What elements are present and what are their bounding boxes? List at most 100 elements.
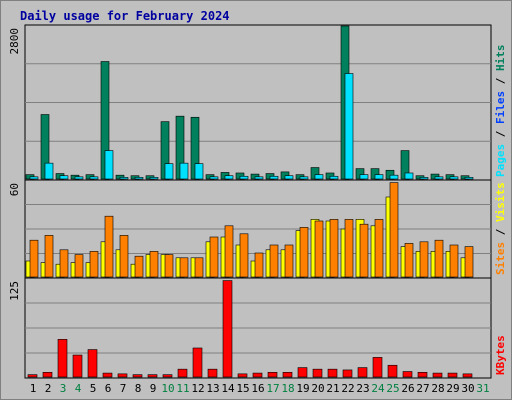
bar-pages-day-12: [194, 163, 204, 180]
bar-sites-day-14: [224, 225, 234, 278]
bar-sites-day-15: [239, 233, 249, 278]
legend-item-files: Files: [494, 91, 507, 124]
bar-kbytes-day-19: [297, 367, 308, 378]
bar-kbytes-day-8: [132, 374, 143, 378]
bar-sites-day-26: [404, 243, 414, 278]
day-label-4: 4: [75, 382, 82, 395]
day-label-21: 21: [326, 382, 339, 395]
bar-sites-day-3: [59, 249, 69, 278]
bar-pages-day-26: [404, 172, 414, 180]
legend-item-hits: Hits: [494, 45, 507, 72]
bar-sites-day-18: [284, 244, 294, 278]
day-label-16: 16: [251, 382, 264, 395]
bar-sites-day-21: [329, 219, 339, 278]
bar-pages-day-10: [164, 163, 174, 180]
bar-kbytes-day-5: [87, 349, 98, 378]
bar-sites-day-5: [89, 251, 99, 278]
bar-kbytes-day-4: [72, 354, 83, 378]
bar-sites-day-17: [269, 244, 279, 278]
bar-kbytes-day-15: [237, 373, 248, 378]
day-label-6: 6: [105, 382, 112, 395]
day-label-3: 3: [60, 382, 67, 395]
bar-sites-day-11: [179, 257, 189, 278]
bar-kbytes-day-22: [342, 369, 353, 378]
bar-sites-day-19: [299, 227, 309, 278]
day-label-15: 15: [236, 382, 249, 395]
bar-pages-day-27: [419, 177, 429, 180]
day-label-24: 24: [371, 382, 385, 395]
bar-sites-day-10: [164, 254, 174, 278]
bar-pages-day-23: [359, 174, 369, 180]
bar-kbytes-day-30: [462, 373, 473, 378]
day-label-7: 7: [120, 382, 127, 395]
day-label-2: 2: [45, 382, 52, 395]
bar-kbytes-day-26: [402, 371, 413, 378]
bar-kbytes-day-28: [432, 372, 443, 378]
legend-item-visits: Visits: [494, 182, 507, 222]
bar-pages-day-7: [119, 177, 129, 180]
bar-pages-day-29: [449, 176, 459, 180]
day-label-25: 25: [386, 382, 399, 395]
day-label-14: 14: [221, 382, 235, 395]
day-label-20: 20: [311, 382, 324, 395]
bar-kbytes-day-10: [162, 374, 173, 378]
bar-pages-day-11: [179, 162, 189, 180]
bar-sites-day-16: [254, 252, 264, 278]
legend-item-kbytes: KBytes: [494, 335, 507, 375]
bar-kbytes-day-16: [252, 372, 263, 378]
bar-kbytes-day-7: [117, 373, 128, 378]
legend-item-sites: Sites: [494, 242, 507, 275]
day-label-31: 31: [476, 382, 489, 395]
bar-pages-day-14: [224, 175, 234, 180]
panel-visits-sites: [25, 182, 474, 278]
bar-kbytes-day-13: [207, 368, 218, 378]
legend-kbytes: KBytes: [494, 335, 507, 375]
ymax-label-kbytes: 125: [8, 281, 21, 301]
day-label-9: 9: [150, 382, 157, 395]
legend-separator: /: [494, 222, 507, 242]
day-label-5: 5: [90, 382, 97, 395]
bar-sites-day-25: [389, 182, 399, 278]
bar-kbytes-day-11: [177, 368, 188, 378]
day-label-10: 10: [161, 382, 174, 395]
bar-kbytes-day-23: [357, 367, 368, 378]
panel-kbytes: [27, 280, 473, 378]
bar-pages-day-3: [59, 175, 69, 180]
day-label-1: 1: [30, 382, 37, 395]
legend-separator: /: [494, 71, 507, 91]
legend-item-pages: Pages: [494, 144, 507, 177]
legend-hits-files-pages: Pages / Files / Hits: [494, 45, 507, 178]
bar-pages-day-17: [269, 175, 279, 180]
bar-pages-day-22: [344, 73, 354, 180]
bar-sites-day-6: [104, 215, 114, 278]
bar-sites-day-4: [74, 254, 84, 278]
bar-kbytes-day-14: [222, 280, 233, 378]
bar-kbytes-day-3: [57, 339, 68, 378]
bar-sites-day-27: [419, 241, 429, 278]
day-label-27: 27: [416, 382, 429, 395]
bar-pages-day-9: [149, 177, 159, 180]
bar-pages-day-16: [254, 176, 264, 180]
bar-pages-day-13: [209, 176, 219, 180]
bar-pages-day-20: [314, 174, 324, 180]
bar-kbytes-day-21: [327, 368, 338, 378]
bar-sites-day-20: [314, 220, 324, 278]
bar-pages-day-24: [374, 174, 384, 180]
day-label-29: 29: [446, 382, 459, 395]
bar-pages-day-6: [104, 150, 114, 180]
bar-kbytes-day-25: [387, 364, 398, 378]
bar-sites-day-7: [119, 235, 129, 278]
bar-sites-day-13: [209, 236, 219, 278]
bar-sites-day-28: [434, 239, 444, 278]
bar-pages-day-28: [434, 176, 444, 180]
chart-title: Daily usage for February 2024: [20, 9, 230, 23]
bar-kbytes-day-29: [447, 372, 458, 378]
ymax-label-visits-sites: 60: [8, 183, 21, 196]
day-label-19: 19: [296, 382, 309, 395]
day-label-30: 30: [461, 382, 474, 395]
day-label-11: 11: [176, 382, 189, 395]
day-label-12: 12: [191, 382, 204, 395]
bar-kbytes-day-24: [372, 357, 383, 378]
bar-sites-day-29: [449, 244, 459, 278]
bar-kbytes-day-18: [282, 371, 293, 378]
